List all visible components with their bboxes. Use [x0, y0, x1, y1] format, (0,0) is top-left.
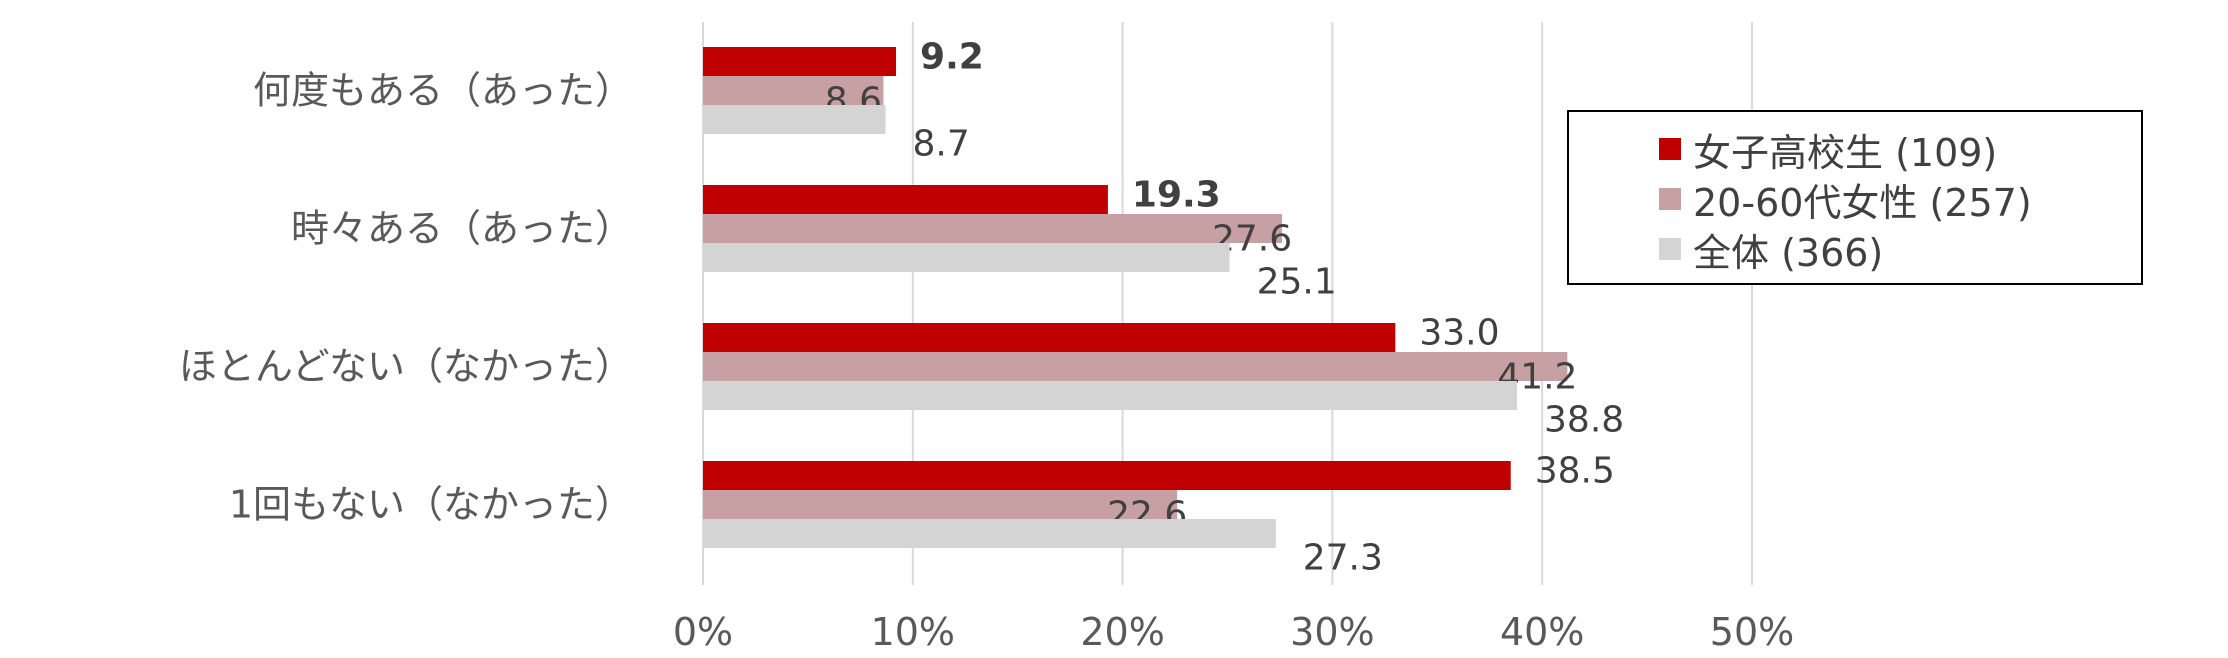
category-label: 何度もある（あった）: [253, 69, 633, 113]
legend-label-hs-girls: 女子高校生 (109): [1693, 130, 1998, 175]
legend-label-women-20-60: 20-60代女性 (257): [1693, 180, 2032, 225]
x-tick-label: 20%: [1080, 610, 1164, 654]
bar: [703, 214, 1283, 243]
bar: [703, 381, 1518, 410]
x-tick-label: 50%: [1710, 610, 1794, 654]
bar: [703, 243, 1230, 272]
bar: [703, 352, 1568, 381]
legend-swatch-hs-girls: [1659, 138, 1681, 160]
legend-item-women-20-60: 20-60代女性 (257): [1659, 174, 2141, 225]
bar: [703, 105, 886, 134]
category-label: ほとんどない（なかった）: [179, 345, 633, 389]
bar: [703, 185, 1108, 214]
legend: 女子高校生 (109) 20-60代女性 (257) 全体 (366): [1567, 110, 2143, 285]
legend-item-hs-girls: 女子高校生 (109): [1659, 124, 2141, 175]
legend-swatch-women-20-60: [1659, 188, 1681, 210]
legend-item-all: 全体 (366): [1659, 224, 2141, 275]
bar: [703, 76, 884, 105]
bar: [703, 323, 1396, 352]
data-label: 38.8: [1544, 400, 1624, 441]
data-label: 27.3: [1303, 538, 1383, 579]
category-label: 時々ある（あった）: [291, 207, 633, 251]
bar: [703, 47, 897, 76]
data-label: 8.7: [913, 124, 970, 165]
x-tick-label: 40%: [1500, 610, 1584, 654]
data-label: 25.1: [1257, 262, 1337, 303]
category-label: 1回もない（なかった）: [229, 483, 633, 527]
bar: [703, 519, 1276, 548]
bar: [703, 461, 1511, 490]
bar: [703, 490, 1178, 519]
data-label: 38.5: [1535, 451, 1615, 492]
legend-label-all: 全体 (366): [1693, 230, 1884, 275]
x-tick-label: 10%: [871, 610, 955, 654]
data-label: 9.2: [920, 37, 984, 78]
data-label: 33.0: [1419, 313, 1499, 354]
x-tick-label: 0%: [673, 610, 733, 654]
x-tick-label: 30%: [1290, 610, 1374, 654]
legend-swatch-all: [1659, 238, 1681, 260]
data-label: 19.3: [1132, 175, 1221, 216]
